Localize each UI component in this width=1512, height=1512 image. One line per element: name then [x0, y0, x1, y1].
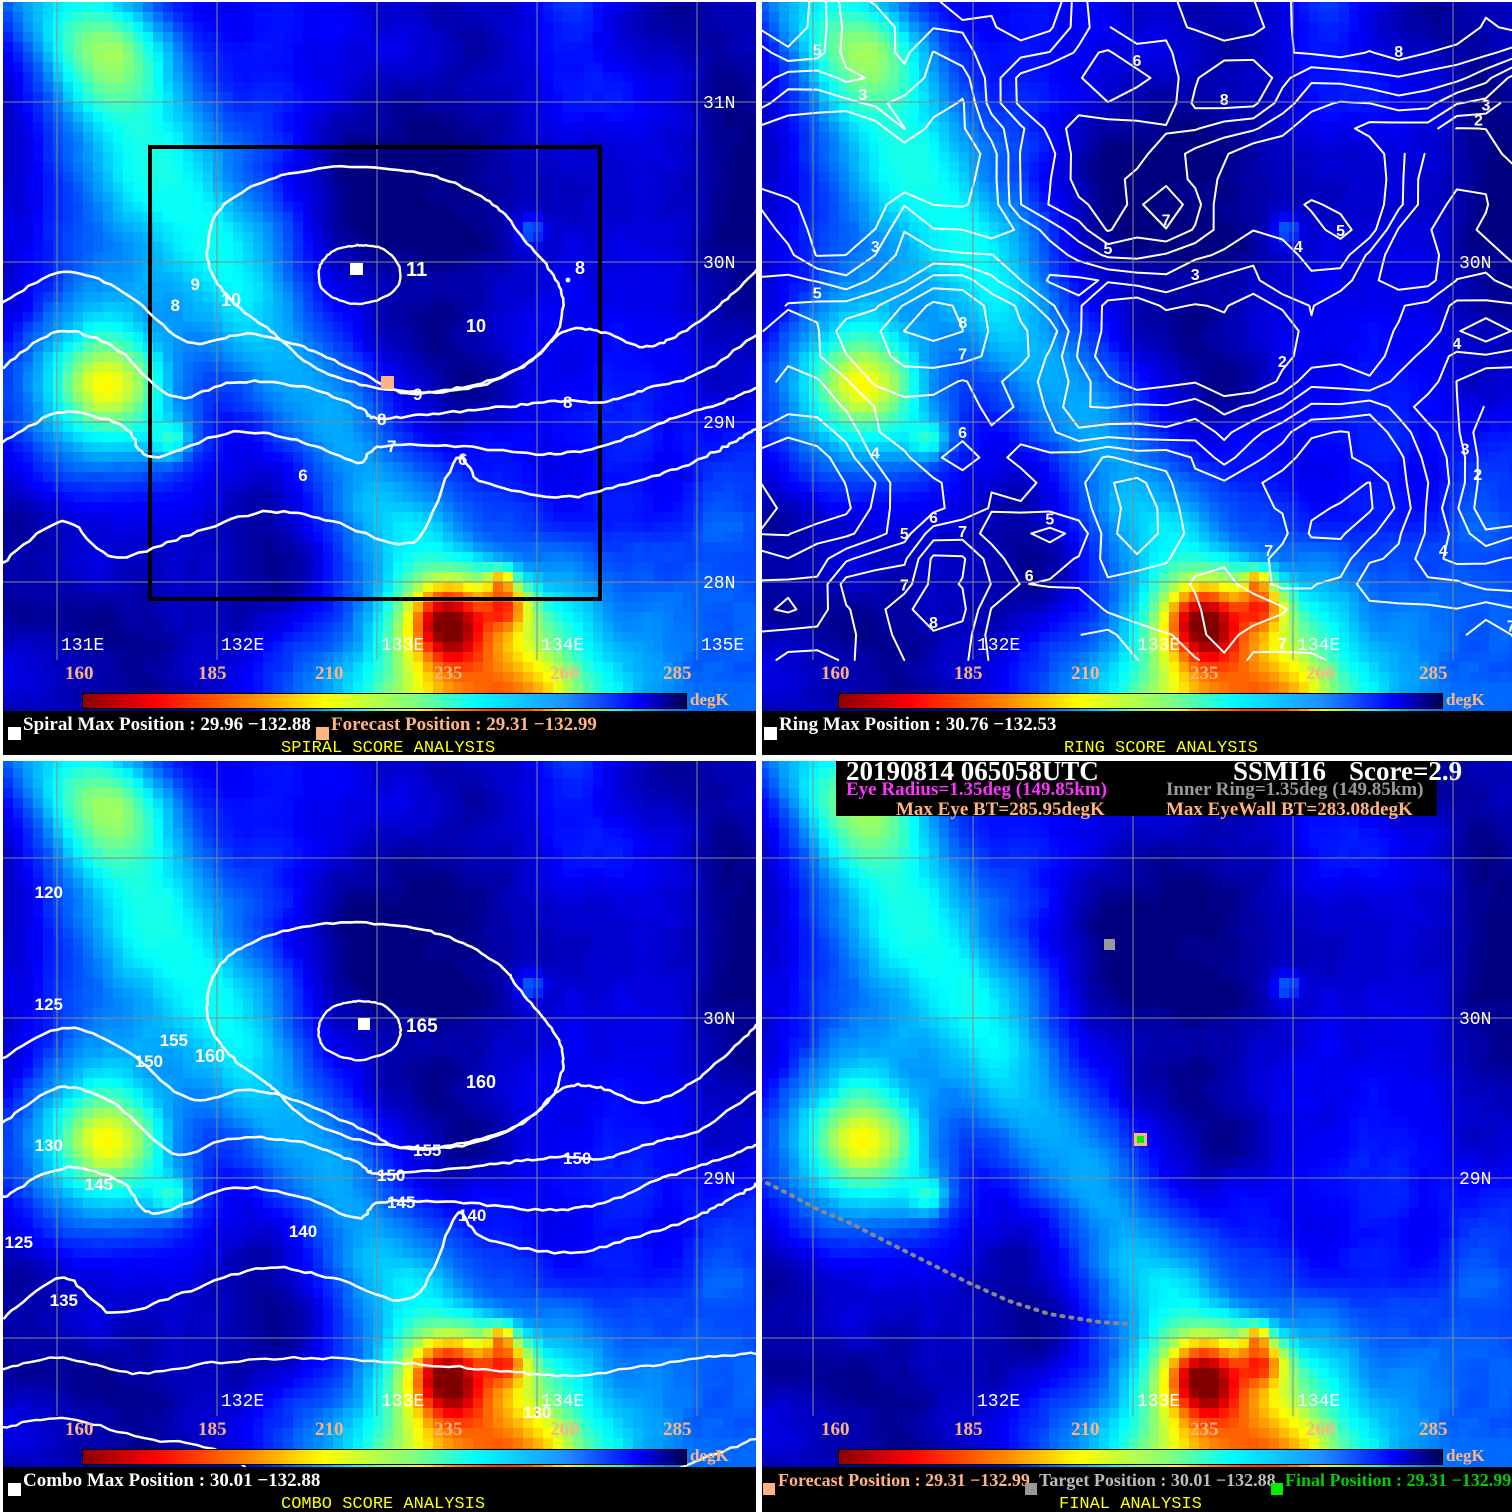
- svg-text:150: 150: [563, 1149, 591, 1168]
- svg-text:5: 5: [813, 42, 822, 59]
- svg-text:7: 7: [900, 578, 909, 595]
- svg-text:140: 140: [458, 1206, 486, 1225]
- svg-text:140: 140: [289, 1222, 317, 1241]
- svg-text:130: 130: [523, 1403, 551, 1422]
- svg-text:29N: 29N: [703, 1170, 735, 1190]
- svg-text:6: 6: [1025, 568, 1034, 585]
- svg-text:8: 8: [1394, 44, 1403, 61]
- svg-text:8: 8: [929, 615, 938, 632]
- svg-text:6: 6: [298, 466, 307, 485]
- svg-text:145: 145: [85, 1175, 113, 1194]
- svg-text:8: 8: [563, 393, 572, 412]
- svg-text:8: 8: [958, 315, 967, 332]
- svg-text:10: 10: [221, 290, 241, 310]
- svg-text:5: 5: [1336, 223, 1345, 240]
- svg-text:7: 7: [1507, 619, 1512, 636]
- svg-text:11: 11: [406, 259, 427, 281]
- svg-text:3: 3: [1461, 442, 1470, 459]
- svg-text:165: 165: [406, 1016, 438, 1037]
- svg-text:132E: 132E: [221, 1392, 264, 1412]
- svg-text:29N: 29N: [1459, 1170, 1491, 1190]
- svg-text:131E: 131E: [61, 636, 104, 656]
- svg-text:4: 4: [1294, 239, 1303, 256]
- svg-text:120: 120: [35, 883, 63, 902]
- svg-text:6: 6: [958, 425, 967, 442]
- svg-text:30N: 30N: [1459, 254, 1491, 274]
- svg-text:134E: 134E: [1297, 1392, 1340, 1412]
- svg-text:3: 3: [1481, 98, 1490, 115]
- svg-text:7: 7: [1162, 213, 1171, 230]
- svg-text:130: 130: [35, 1136, 63, 1155]
- svg-text:7: 7: [1264, 543, 1273, 560]
- svg-text:125: 125: [35, 995, 63, 1014]
- svg-text:4: 4: [871, 445, 880, 462]
- svg-text:132E: 132E: [977, 636, 1020, 656]
- svg-text:134E: 134E: [1297, 636, 1340, 656]
- svg-text:5: 5: [1045, 512, 1054, 529]
- svg-text:132E: 132E: [221, 636, 264, 656]
- svg-text:31N: 31N: [703, 94, 735, 114]
- svg-text:30N: 30N: [703, 1010, 735, 1030]
- svg-text:2: 2: [1473, 467, 1482, 484]
- svg-text:5: 5: [813, 285, 822, 302]
- svg-text:2: 2: [1278, 354, 1287, 371]
- svg-text:6: 6: [929, 510, 938, 527]
- svg-text:8: 8: [1220, 92, 1229, 109]
- svg-text:8: 8: [377, 410, 386, 429]
- svg-text:8: 8: [171, 296, 180, 315]
- svg-text:160: 160: [195, 1046, 225, 1066]
- svg-text:3: 3: [871, 239, 880, 256]
- svg-text:4: 4: [1452, 336, 1461, 353]
- svg-text:7: 7: [958, 347, 967, 364]
- svg-text:150: 150: [135, 1052, 163, 1071]
- svg-text:8: 8: [575, 258, 585, 278]
- svg-text:9: 9: [413, 385, 422, 404]
- svg-text:7: 7: [958, 524, 967, 541]
- svg-text:155: 155: [160, 1031, 188, 1050]
- svg-text:150: 150: [377, 1166, 405, 1185]
- svg-text:4: 4: [1439, 543, 1448, 560]
- svg-text:145: 145: [387, 1193, 415, 1212]
- svg-text:135E: 135E: [701, 636, 744, 656]
- svg-text:155: 155: [413, 1141, 441, 1160]
- svg-text:6: 6: [1133, 53, 1142, 70]
- svg-text:133E: 133E: [381, 636, 424, 656]
- svg-text:133E: 133E: [1137, 636, 1180, 656]
- svg-text:132E: 132E: [977, 1392, 1020, 1412]
- svg-text:10: 10: [466, 316, 486, 336]
- svg-text:160: 160: [466, 1072, 496, 1092]
- svg-text:6: 6: [458, 450, 467, 469]
- svg-text:135: 135: [50, 1291, 78, 1310]
- svg-text:125: 125: [5, 1233, 33, 1252]
- svg-text:133E: 133E: [1137, 1392, 1180, 1412]
- svg-text:28N: 28N: [703, 574, 735, 594]
- svg-text:7: 7: [1278, 636, 1287, 653]
- svg-text:5: 5: [900, 526, 909, 543]
- svg-text:30N: 30N: [1459, 1010, 1491, 1030]
- svg-text:9: 9: [191, 275, 200, 294]
- svg-text:30N: 30N: [703, 254, 735, 274]
- svg-text:133E: 133E: [381, 1392, 424, 1412]
- svg-text:7: 7: [387, 437, 396, 456]
- svg-text:3: 3: [1191, 267, 1200, 284]
- svg-text:134E: 134E: [541, 636, 584, 656]
- svg-text:29N: 29N: [703, 414, 735, 434]
